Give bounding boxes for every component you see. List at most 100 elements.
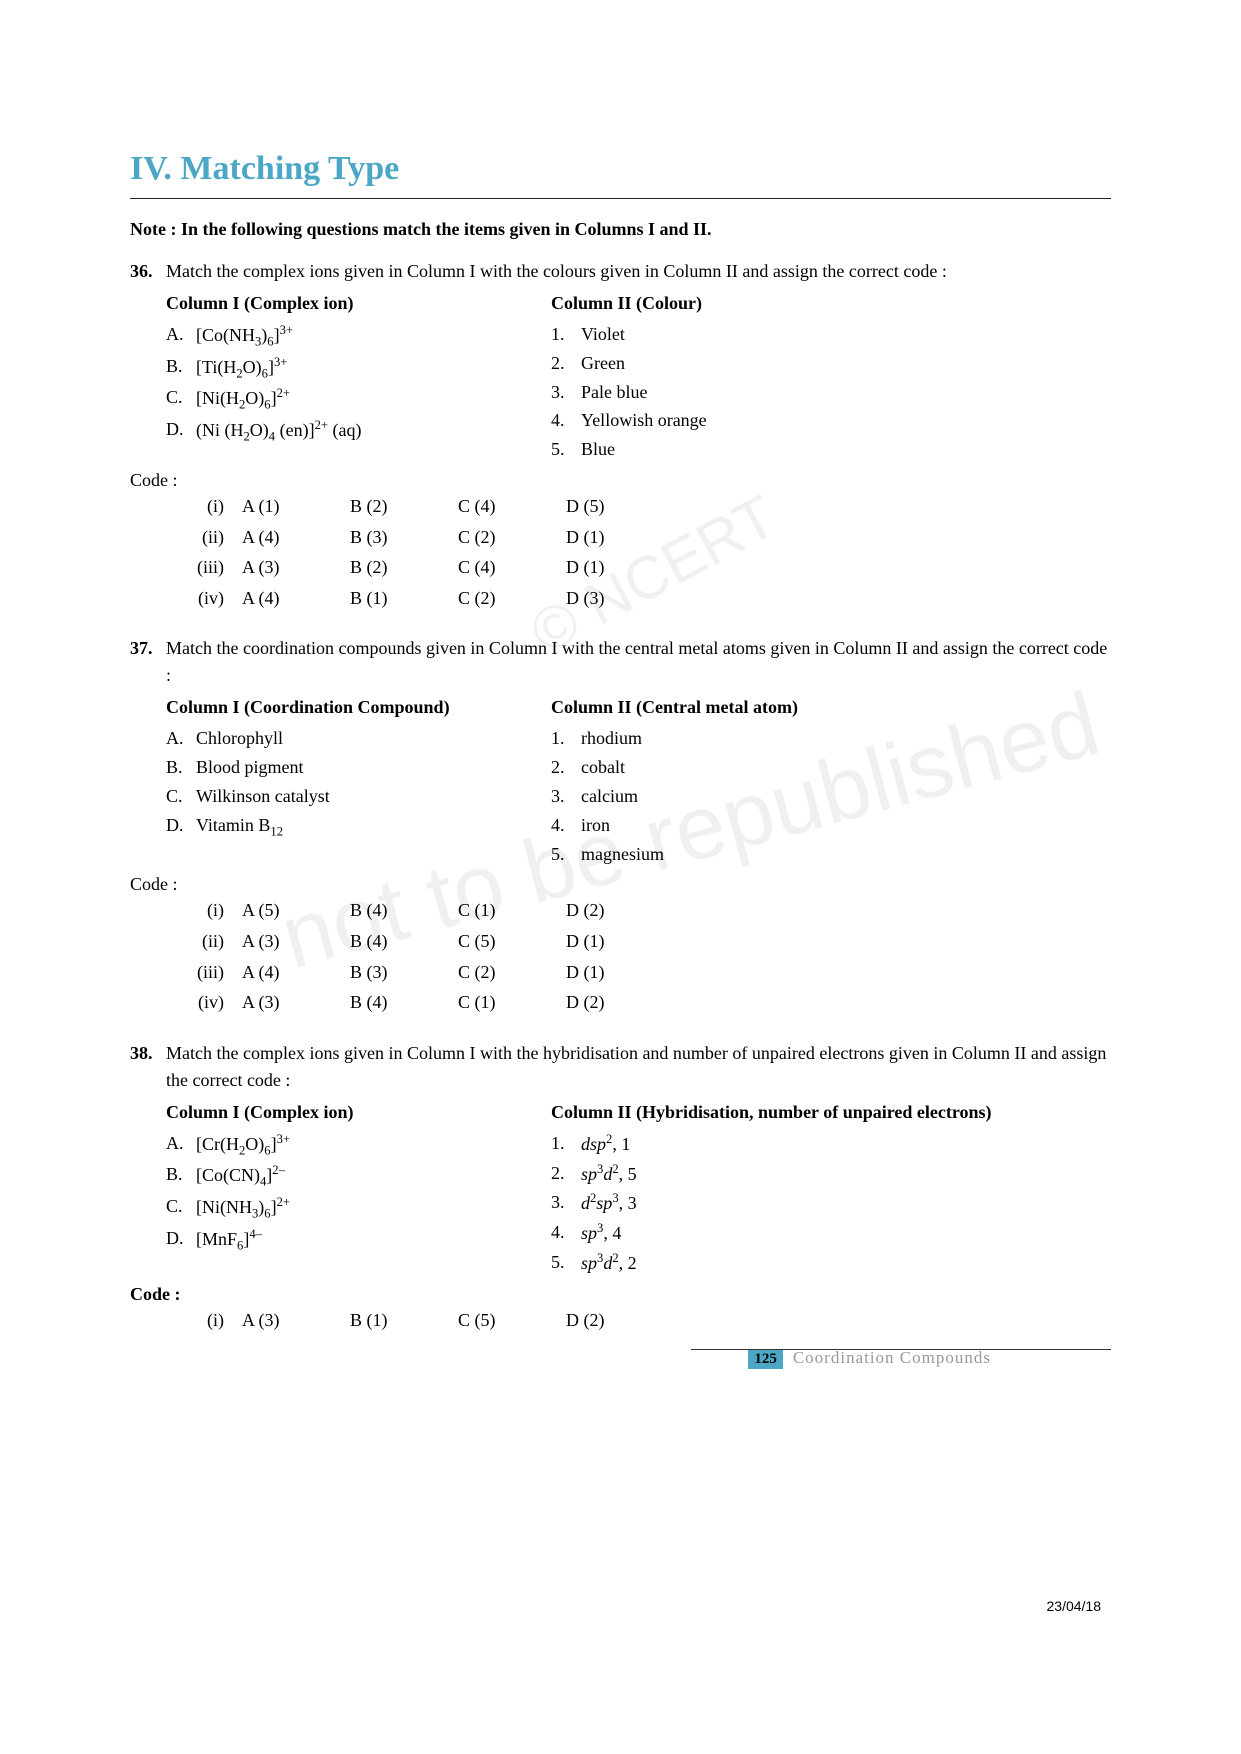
item-value: sp3d2, 2: [581, 1248, 637, 1278]
code-cell: A (3): [242, 1305, 350, 1336]
code-cell: A (1): [242, 491, 350, 522]
code-table: (i)A (1)B (2)C (4)D (5)(ii)A (4)B (3)C (…: [166, 491, 1111, 613]
column-2-item: 5.magnesium: [551, 840, 1111, 869]
column-1-item: B.[Ti(H2O)6]3+: [166, 352, 551, 384]
code-row: (iii)A (4)B (3)C (2)D (1): [166, 957, 1111, 988]
column-2-item: 5.sp3d2, 2: [551, 1248, 1111, 1278]
question-number: 36.: [130, 258, 166, 285]
question-38: 38.Match the complex ions given in Colum…: [130, 1040, 1111, 1336]
item-letter: A.: [166, 724, 196, 753]
column-2: Column II (Hybridisation, number of unpa…: [551, 1102, 1111, 1278]
item-number: 1.: [551, 1129, 581, 1159]
item-value: cobalt: [581, 753, 625, 782]
code-cell: B (3): [350, 957, 458, 988]
column-2-item: 3.d2sp3, 3: [551, 1188, 1111, 1218]
item-number: 1.: [551, 724, 581, 753]
column-1-item: C.Wilkinson catalyst: [166, 782, 551, 811]
question-number: 37.: [130, 635, 166, 662]
item-value: Vitamin B12: [196, 811, 283, 842]
column-2: Column II (Central metal atom) 1.rhodium2…: [551, 697, 1111, 868]
code-roman: (i): [166, 491, 242, 522]
code-cell: C (2): [458, 583, 566, 614]
code-cell: B (4): [350, 987, 458, 1018]
column-1-item: A.[Cr(H2O)6]3+: [166, 1129, 551, 1161]
item-value: Green: [581, 349, 625, 378]
item-letter: A.: [166, 1129, 196, 1161]
column-1: Column I (Complex ion)A.[Co(NH3)6]3+B.[T…: [166, 293, 551, 464]
column-2-item: 4.iron: [551, 811, 1111, 840]
code-row: (i)A (5)B (4)C (1)D (2): [166, 895, 1111, 926]
code-cell: B (4): [350, 926, 458, 957]
column-1-item: C.[Ni(NH3)6]2+: [166, 1192, 551, 1224]
column-2-item: 1.rhodium: [551, 724, 1111, 753]
item-value: [Ni(NH3)6]2+: [196, 1192, 290, 1224]
code-cell: A (3): [242, 987, 350, 1018]
item-value: Pale blue: [581, 378, 647, 407]
column-2-item: 4.sp3, 4: [551, 1218, 1111, 1248]
item-value: Yellowish orange: [581, 406, 707, 435]
code-roman: (iii): [166, 957, 242, 988]
code-row: (iv)A (4)B (1)C (2)D (3): [166, 583, 1111, 614]
column-1-item: D.[MnF6]4–: [166, 1224, 551, 1256]
item-value: Wilkinson catalyst: [196, 782, 330, 811]
column-2-header: Column II (Hybridisation, number of unpa…: [551, 1102, 1111, 1123]
code-cell: D (5): [566, 491, 674, 522]
columns-row: Column I (Complex ion)A.[Co(NH3)6]3+B.[T…: [166, 293, 1111, 464]
item-value: [MnF6]4–: [196, 1224, 262, 1256]
columns-row: Column I (Coordination Compound)A.Chloro…: [166, 697, 1111, 868]
item-number: 2.: [551, 753, 581, 782]
code-label: Code :: [130, 874, 1111, 895]
code-cell: C (4): [458, 491, 566, 522]
code-label: Code :: [130, 470, 1111, 491]
item-value: [Ti(H2O)6]3+: [196, 352, 287, 384]
item-letter: D.: [166, 415, 196, 447]
footer: 125 Coordination Compounds: [748, 1348, 991, 1369]
item-number: 1.: [551, 320, 581, 349]
code-table: (i)A (5)B (4)C (1)D (2)(ii)A (3)B (4)C (…: [166, 895, 1111, 1017]
column-2-item: 2.sp3d2, 5: [551, 1159, 1111, 1189]
column-2-item: 3.Pale blue: [551, 378, 1111, 407]
question-36: 36.Match the complex ions given in Colum…: [130, 258, 1111, 613]
code-cell: B (3): [350, 522, 458, 553]
code-table: (i)A (3)B (1)C (5)D (2): [166, 1305, 1111, 1336]
code-cell: B (2): [350, 491, 458, 522]
column-2-item: 1.Violet: [551, 320, 1111, 349]
item-value: sp3d2, 5: [581, 1159, 637, 1189]
item-letter: B.: [166, 753, 196, 782]
code-cell: D (1): [566, 552, 674, 583]
code-cell: D (2): [566, 987, 674, 1018]
column-2-item: 2.Green: [551, 349, 1111, 378]
code-cell: B (1): [350, 583, 458, 614]
code-roman: (ii): [166, 926, 242, 957]
question-text: Match the coordination compounds given i…: [166, 635, 1111, 689]
code-cell: A (4): [242, 583, 350, 614]
question-text: Match the complex ions given in Column I…: [166, 258, 1111, 285]
code-roman: (iv): [166, 987, 242, 1018]
question-text: Match the complex ions given in Column I…: [166, 1040, 1111, 1094]
item-number: 3.: [551, 782, 581, 811]
column-1: Column I (Coordination Compound)A.Chloro…: [166, 697, 551, 868]
item-value: Violet: [581, 320, 625, 349]
question-stem: 37.Match the coordination compounds give…: [130, 635, 1111, 689]
column-1-header: Column I (Complex ion): [166, 1102, 551, 1123]
item-letter: C.: [166, 782, 196, 811]
note-instruction: Note : In the following questions match …: [130, 219, 1111, 240]
item-value: [Co(NH3)6]3+: [196, 320, 293, 352]
item-value: magnesium: [581, 840, 664, 869]
code-cell: D (3): [566, 583, 674, 614]
column-2-item: 4.Yellowish orange: [551, 406, 1111, 435]
column-1-item: B.[Co(CN)4]2–: [166, 1160, 551, 1192]
code-cell: C (5): [458, 926, 566, 957]
item-value: sp3, 4: [581, 1218, 621, 1248]
code-roman: (i): [166, 1305, 242, 1336]
item-value: d2sp3, 3: [581, 1188, 637, 1218]
code-cell: D (2): [566, 1305, 674, 1336]
item-letter: D.: [166, 1224, 196, 1256]
item-letter: B.: [166, 1160, 196, 1192]
column-2-header: Column II (Central metal atom): [551, 697, 1111, 718]
item-letter: D.: [166, 811, 196, 842]
section-title: IV. Matching Type: [130, 150, 1111, 188]
code-cell: C (4): [458, 552, 566, 583]
code-cell: A (5): [242, 895, 350, 926]
item-number: 2.: [551, 349, 581, 378]
